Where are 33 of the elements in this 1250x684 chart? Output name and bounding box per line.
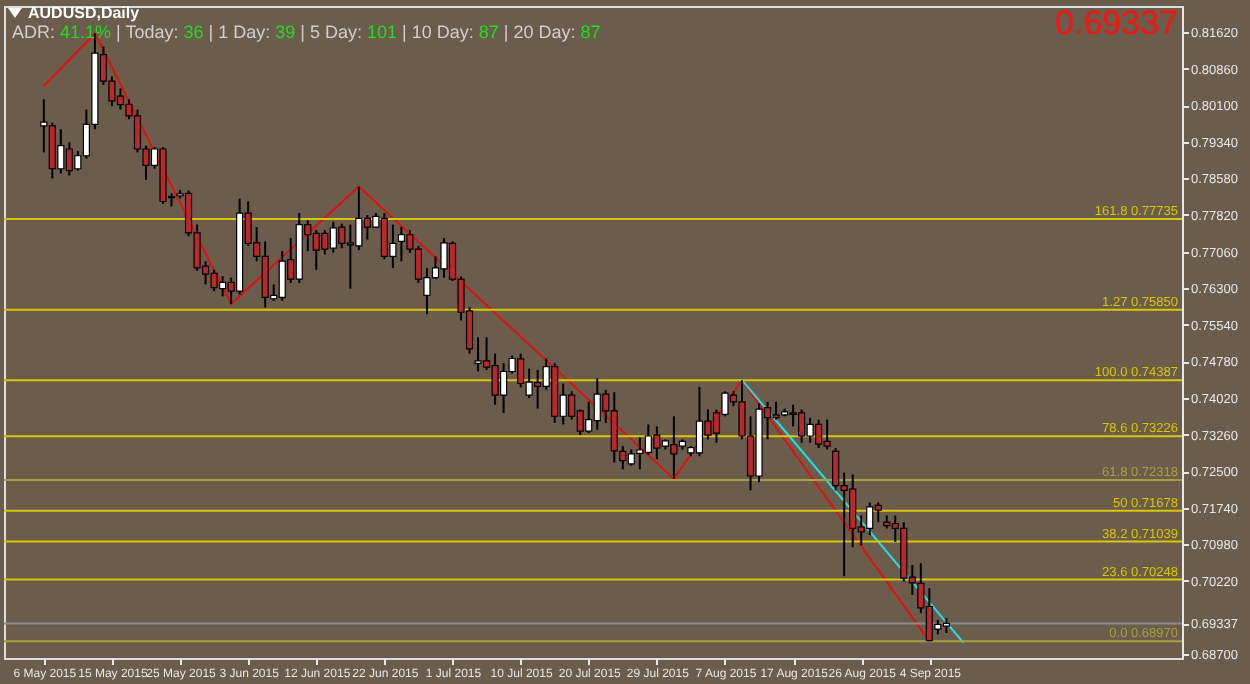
candlestick: [806, 416, 814, 444]
candlestick: [321, 228, 329, 256]
candlestick: [585, 400, 593, 435]
candlestick: [593, 377, 601, 431]
candlestick: [832, 447, 840, 492]
candlestick: [636, 436, 644, 471]
candlestick: [389, 223, 397, 269]
candlestick: [440, 237, 448, 279]
candlestick: [338, 222, 346, 250]
candlestick: [355, 185, 363, 252]
candlestick: [925, 587, 933, 643]
text: ADR: 41.1% | Today: 36 | 1 Day: 39 | 5 Day: 101 | 10 Day: 87 | 20 Day: 87: [12, 22, 601, 42]
candlestick: [116, 87, 125, 111]
candlestick: [397, 226, 406, 263]
candlestick: [278, 250, 286, 302]
candlestick: [474, 336, 482, 373]
candlestick: [346, 223, 354, 290]
candlestick: [329, 220, 337, 254]
candlestick: [866, 501, 874, 537]
candlestick: [210, 268, 218, 293]
annotation: 0.69337: [1055, 4, 1178, 44]
candlestick: [823, 418, 831, 451]
candlestick: [261, 240, 269, 309]
candlestick: [653, 425, 661, 461]
candlestick: [670, 415, 678, 480]
chart-title: AUDUSD,Daily: [28, 4, 140, 22]
candlestick: [874, 501, 882, 524]
candlestick: [695, 385, 704, 458]
candlestick: [849, 473, 857, 549]
candlestick: [312, 228, 320, 271]
candlestick: [57, 128, 65, 175]
candlestick: [610, 391, 618, 464]
candlestick: [48, 121, 56, 180]
